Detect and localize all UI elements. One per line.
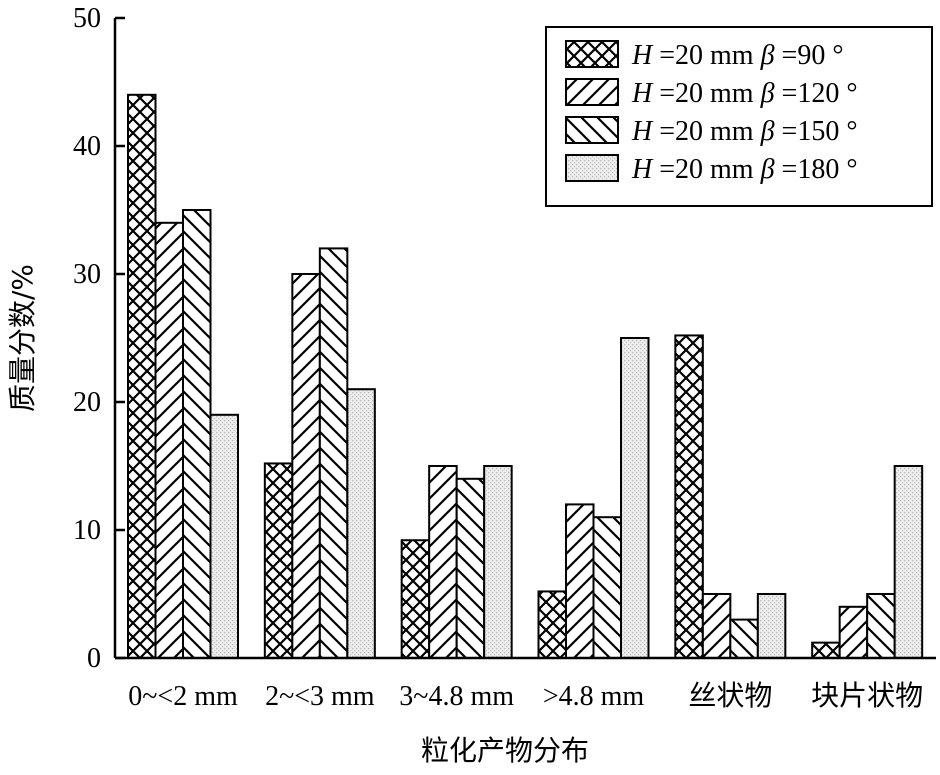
y-tick-label: 30 — [73, 259, 101, 290]
bars-group — [127, 93, 924, 660]
bar-s2-c5 — [701, 593, 732, 659]
x-tick-label: 2~<3 mm — [265, 681, 375, 712]
bar-s2-c3 — [428, 465, 458, 659]
bar-s4-c2 — [346, 388, 376, 659]
bar-s2-c4 — [565, 503, 595, 659]
y-ticks-group: 0 10 20 30 40 50 — [73, 3, 125, 674]
bar-s3-c4 — [592, 516, 622, 660]
legend: H =20 mm β =90 ° H =20 mm β =120 ° H =20 m… — [545, 26, 933, 207]
legend-swatch-3 — [565, 116, 619, 144]
x-tick-label: 丝状物 — [688, 679, 772, 712]
bar-s1-c2 — [263, 462, 294, 659]
bar-s3-c1 — [182, 209, 212, 659]
legend-swatch-1 — [565, 40, 619, 68]
x-tick-label: 3~4.8 mm — [399, 681, 514, 712]
bar-s1-c5 — [674, 334, 704, 659]
legend-swatch-4 — [565, 154, 619, 182]
bar-s2-c2 — [291, 273, 321, 659]
legend-label-4: H =20 mm β =180 ° — [631, 154, 858, 185]
bar-s3-c6 — [866, 593, 896, 659]
bar-s1-c4 — [537, 590, 567, 659]
bar-s4-c1 — [209, 413, 239, 659]
bar-s3-c2 — [318, 247, 349, 659]
y-tick-label: 40 — [73, 131, 101, 162]
legend-label-2: H =20 mm β =120 ° — [631, 78, 858, 109]
legend-swatch-2 — [565, 78, 619, 106]
bar-s1-c3 — [400, 539, 431, 659]
legend-label-1: H =20 mm β =90 ° — [631, 40, 844, 71]
y-tick-label: 10 — [73, 515, 101, 546]
x-tick-label: 0~<2 mm — [128, 681, 238, 712]
bar-s3-c5 — [729, 618, 759, 659]
bar-s1-c6 — [811, 641, 841, 660]
x-ticks-group: 0~<2 mm 2~<3 mm 3~4.8 mm >4.8 mm 丝状物 块片状物 — [128, 679, 923, 712]
bar-s4-c6 — [893, 465, 924, 659]
axes-group — [113, 18, 936, 660]
bar-s4-c5 — [756, 593, 787, 659]
x-tick-label: >4.8 mm — [543, 681, 645, 712]
bar-s4-c4 — [620, 337, 650, 659]
y-tick-label: 50 — [73, 3, 101, 34]
y-tick-label: 0 — [87, 643, 101, 674]
bar-s2-c6 — [838, 605, 869, 659]
y-tick-label: 20 — [73, 387, 101, 418]
x-tick-label: 块片状物 — [811, 679, 923, 712]
legend-label-3: H =20 mm β =150 ° — [631, 116, 858, 147]
bar-s1-c1 — [127, 93, 157, 660]
y-axis-title: 质量分数/% — [6, 264, 39, 412]
bar-s2-c1 — [154, 221, 184, 660]
bar-s4-c3 — [483, 465, 513, 659]
bar-s3-c3 — [455, 477, 486, 659]
x-axis-title: 粒化产物分布 — [421, 734, 589, 767]
